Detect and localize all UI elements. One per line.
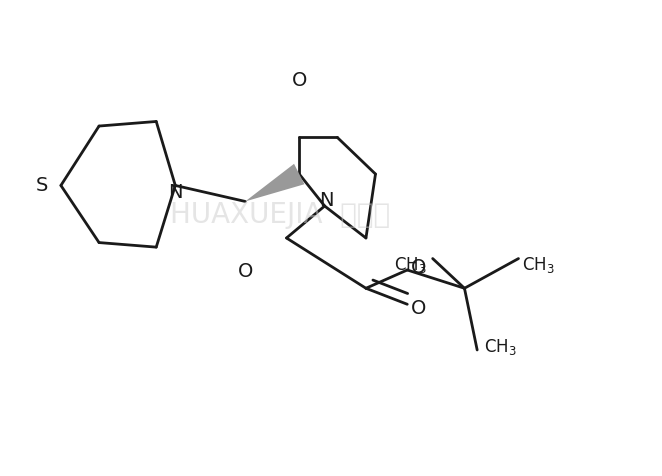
Text: CH$_3$: CH$_3$ xyxy=(522,255,554,275)
Text: CH$_3$: CH$_3$ xyxy=(483,337,516,357)
Polygon shape xyxy=(245,164,305,201)
Text: O: O xyxy=(410,258,426,277)
Text: O: O xyxy=(291,71,307,90)
Text: O: O xyxy=(238,262,253,281)
Text: CH$_3$: CH$_3$ xyxy=(394,255,426,275)
Text: N: N xyxy=(318,191,333,209)
Text: HUAXUEJIA  化学加: HUAXUEJIA 化学加 xyxy=(170,201,390,229)
Text: S: S xyxy=(36,176,48,195)
Text: O: O xyxy=(410,299,426,318)
Text: N: N xyxy=(168,183,183,202)
